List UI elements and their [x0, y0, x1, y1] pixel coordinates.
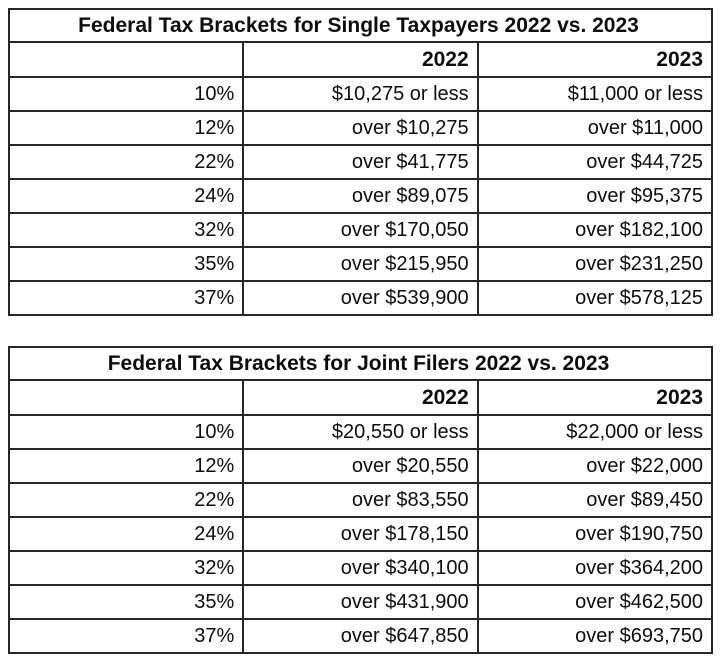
bracket-2022-cell: over $431,900 [242, 584, 479, 620]
bracket-2022-cell: over $10,275 [242, 110, 479, 146]
table-row: 35% over $431,900 over $462,500 [7, 584, 714, 620]
bracket-2022-cell: over $170,050 [242, 212, 479, 248]
bracket-2023-cell: $22,000 or less [476, 414, 714, 450]
table-row: 22% over $41,775 over $44,725 [7, 144, 714, 180]
rate-cell: 32% [7, 550, 245, 586]
single-taxpayers-table: Federal Tax Brackets for Single Taxpayer… [7, 8, 714, 316]
bracket-2022-cell: over $41,775 [242, 144, 479, 180]
table-row: 24% over $178,150 over $190,750 [7, 516, 714, 552]
rate-cell: 32% [7, 212, 245, 248]
table-row: 10% $10,275 or less $11,000 or less [7, 76, 714, 112]
column-header-2022: 2022 [242, 41, 479, 78]
bracket-2022-cell: $20,550 or less [242, 414, 479, 450]
rate-cell: 10% [7, 414, 245, 450]
table-title: Federal Tax Brackets for Single Taxpayer… [8, 8, 713, 43]
bracket-2023-cell: over $462,500 [476, 584, 714, 620]
rate-cell: 10% [7, 76, 245, 112]
table-row: 32% over $170,050 over $182,100 [7, 212, 714, 248]
rate-cell: 24% [7, 516, 245, 552]
table-row: 12% over $20,550 over $22,000 [7, 448, 714, 484]
joint-filers-table: Federal Tax Brackets for Joint Filers 20… [7, 346, 714, 654]
table-title: Federal Tax Brackets for Joint Filers 20… [8, 346, 713, 381]
bracket-2023-cell: over $44,725 [476, 144, 714, 180]
table-row: 22% over $83,550 over $89,450 [7, 482, 714, 518]
bracket-2022-cell: over $647,850 [242, 618, 479, 654]
bracket-2022-cell: over $215,950 [242, 246, 479, 282]
table-row: 24% over $89,075 over $95,375 [7, 178, 714, 214]
rate-column-header [7, 41, 245, 78]
bracket-2023-cell: over $11,000 [476, 110, 714, 146]
bracket-2023-cell: over $95,375 [476, 178, 714, 214]
bracket-2022-cell: over $178,150 [242, 516, 479, 552]
column-header-2022: 2022 [242, 379, 479, 416]
rate-cell: 24% [7, 178, 245, 214]
column-header-row: 2022 2023 [7, 41, 714, 78]
rate-cell: 22% [7, 144, 245, 180]
bracket-2022-cell: over $20,550 [242, 448, 479, 484]
bracket-2023-cell: over $22,000 [476, 448, 714, 484]
column-header-2023: 2023 [476, 379, 714, 416]
bracket-2023-cell: over $693,750 [476, 618, 714, 654]
rate-cell: 37% [7, 280, 245, 316]
bracket-2023-cell: over $182,100 [476, 212, 714, 248]
table-title-row: Federal Tax Brackets for Joint Filers 20… [8, 346, 713, 381]
rate-column-header [7, 379, 245, 416]
bracket-2023-cell: $11,000 or less [476, 76, 714, 112]
bracket-2023-cell: over $578,125 [476, 280, 714, 316]
bracket-2023-cell: over $364,200 [476, 550, 714, 586]
bracket-2022-cell: over $83,550 [242, 482, 479, 518]
rate-cell: 35% [7, 584, 245, 620]
bracket-2022-cell: over $539,900 [242, 280, 479, 316]
bracket-2022-cell: over $340,100 [242, 550, 479, 586]
rate-cell: 35% [7, 246, 245, 282]
table-row: 37% over $539,900 over $578,125 [7, 280, 714, 316]
table-row: 32% over $340,100 over $364,200 [7, 550, 714, 586]
rate-cell: 37% [7, 618, 245, 654]
table-row: 37% over $647,850 over $693,750 [7, 618, 714, 654]
bracket-2022-cell: $10,275 or less [242, 76, 479, 112]
rate-cell: 22% [7, 482, 245, 518]
bracket-2023-cell: over $89,450 [476, 482, 714, 518]
bracket-2023-cell: over $190,750 [476, 516, 714, 552]
table-row: 10% $20,550 or less $22,000 or less [7, 414, 714, 450]
bracket-2023-cell: over $231,250 [476, 246, 714, 282]
bracket-2022-cell: over $89,075 [242, 178, 479, 214]
rate-cell: 12% [7, 110, 245, 146]
column-header-2023: 2023 [476, 41, 714, 78]
rate-cell: 12% [7, 448, 245, 484]
table-row: 12% over $10,275 over $11,000 [7, 110, 714, 146]
table-title-row: Federal Tax Brackets for Single Taxpayer… [8, 8, 713, 43]
table-row: 35% over $215,950 over $231,250 [7, 246, 714, 282]
column-header-row: 2022 2023 [7, 379, 714, 416]
